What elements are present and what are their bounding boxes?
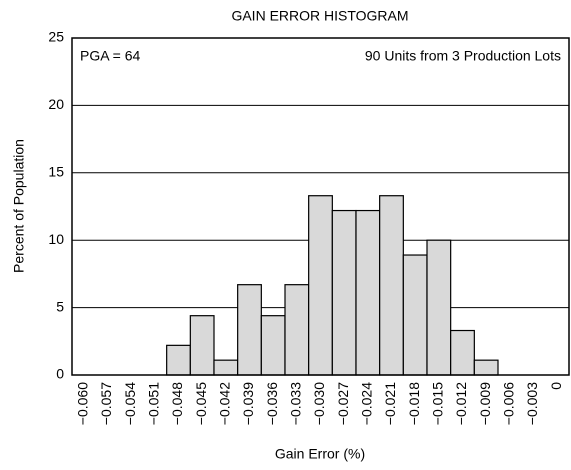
y-tick-label: 15	[48, 164, 64, 180]
y-tick-label: 5	[56, 298, 64, 314]
x-tick-label: −0.009	[477, 382, 493, 425]
x-tick-label: −0.024	[359, 382, 375, 425]
bar	[213, 359, 239, 376]
bar	[473, 359, 499, 376]
x-tick-label: −0.018	[406, 382, 422, 425]
bar	[260, 315, 286, 376]
bar	[379, 195, 404, 376]
chart-title: GAIN ERROR HISTOGRAM	[231, 8, 408, 24]
plot-frame	[71, 37, 570, 376]
bar	[426, 239, 452, 376]
y-tick-label: 20	[48, 96, 64, 112]
bar	[308, 195, 333, 376]
x-tick-label: −0.060	[75, 382, 91, 425]
y-tick-label: 10	[48, 231, 64, 247]
y-axis-label: Percent of Population	[11, 139, 27, 273]
x-tick-label: −0.033	[288, 382, 304, 425]
x-tick-label: −0.042	[217, 382, 233, 425]
x-tick-label: 0	[548, 382, 564, 390]
bar	[402, 254, 428, 376]
x-tick-label: −0.006	[501, 382, 517, 425]
annotation: PGA = 64	[80, 48, 141, 64]
x-tick-label: −0.015	[430, 382, 446, 425]
bar	[331, 209, 357, 376]
x-axis-label: Gain Error (%)	[275, 446, 365, 462]
x-tick-label: −0.012	[453, 382, 469, 425]
x-tick-label: −0.054	[122, 382, 138, 425]
bar	[355, 209, 381, 376]
x-tick-label: −0.051	[146, 382, 162, 425]
bar	[237, 284, 262, 376]
y-tick-label: 25	[48, 29, 64, 45]
annotation: 90 Units from 3 Production Lots	[365, 48, 561, 64]
x-tick-label: −0.003	[524, 382, 540, 425]
bar	[450, 329, 475, 376]
x-tick-label: −0.048	[169, 382, 185, 425]
x-tick-label: −0.030	[311, 382, 327, 425]
x-tick-label: −0.027	[335, 382, 351, 425]
bar	[166, 344, 191, 376]
x-tick-label: −0.021	[382, 382, 398, 425]
x-tick-label: −0.057	[98, 382, 114, 425]
bar	[284, 284, 310, 376]
x-tick-label: −0.045	[193, 382, 209, 425]
bar	[189, 315, 215, 376]
x-tick-label: −0.036	[264, 382, 280, 425]
x-tick-label: −0.039	[240, 382, 256, 425]
y-tick-label: 0	[56, 366, 64, 382]
